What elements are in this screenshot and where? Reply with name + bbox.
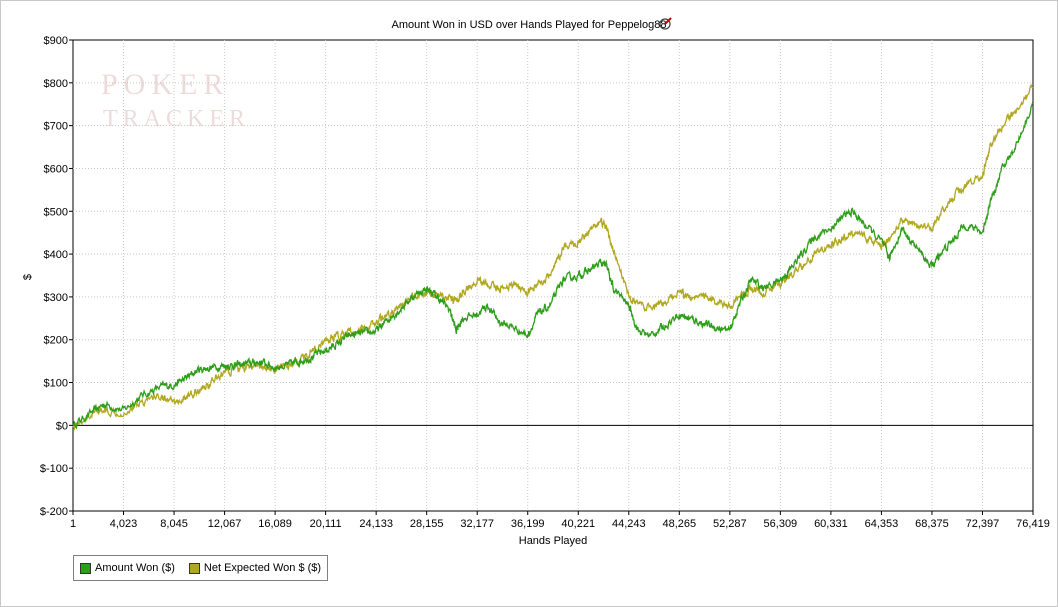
y-tick-label: $700	[44, 121, 68, 133]
x-tick-label: 72,397	[966, 518, 1000, 530]
plot-area	[72, 39, 1034, 512]
y-tick-label: $200	[44, 335, 68, 347]
x-tick-label: 68,375	[915, 518, 949, 530]
chart-title: Amount Won in USD over Hands Played for …	[392, 19, 667, 31]
y-axis-title: $	[22, 274, 34, 280]
x-axis-title: Hands Played	[519, 535, 588, 547]
y-tick-label: $100	[44, 378, 68, 390]
x-tick-label: 32,177	[460, 518, 494, 530]
export-icon-ring	[659, 18, 671, 30]
x-tick-label: 52,287	[713, 518, 747, 530]
x-tick-label: 28,155	[410, 518, 444, 530]
x-tick-label: 8,045	[160, 518, 188, 530]
x-tick-label: 60,331	[814, 518, 848, 530]
x-tick-label: 4,023	[110, 518, 138, 530]
y-tick-label: $0	[56, 420, 68, 432]
pokertracker-logo: POKER TRACKER	[101, 68, 250, 132]
legend-item-amount-won: Amount Won ($)	[80, 562, 175, 574]
x-tick-label: 56,309	[764, 518, 798, 530]
legend-swatch-amount-won	[80, 562, 91, 574]
y-tick-label: $600	[44, 163, 68, 175]
x-tick-label: 1	[70, 518, 76, 530]
x-tick-label: 20,111	[310, 518, 342, 530]
y-tick-label: $500	[44, 206, 68, 218]
series-line-net-expected	[72, 83, 1034, 431]
y-tick-label: $800	[44, 78, 68, 90]
logo-line-2: TRACKER	[103, 106, 250, 132]
x-tick-label: 24,133	[359, 518, 393, 530]
x-tick-label: 16,089	[258, 518, 292, 530]
y-tick-label: $400	[44, 249, 68, 261]
legend-item-net-expected: Net Expected Won $ ($)	[188, 562, 322, 574]
export-icon-arrow	[664, 17, 672, 25]
y-tick-label: $300	[44, 292, 68, 304]
export-icon[interactable]	[659, 17, 672, 30]
x-tick-label: 48,265	[662, 518, 696, 530]
y-tick-label: $900	[44, 35, 68, 47]
grid	[73, 40, 1033, 511]
series-line-amount-won	[72, 102, 1034, 430]
legend-label-amount-won: Amount Won ($)	[95, 562, 175, 574]
y-tick-label: $-100	[40, 463, 68, 475]
x-tick-label: 76,419	[1016, 518, 1050, 530]
y-tick-label: $-200	[40, 506, 68, 518]
x-tick-label: 12,067	[208, 518, 242, 530]
legend-label-net-expected: Net Expected Won $ ($)	[203, 562, 322, 574]
x-tick-label: 36,199	[511, 518, 545, 530]
logo-line-1: POKER	[101, 68, 229, 101]
tick-labels: 1 4,023 8,045 12,067 16,089 20,111 24,133 28,15…	[40, 35, 1050, 530]
legend-swatch-net-expected	[188, 562, 200, 574]
x-tick-label: 44,243	[612, 518, 646, 530]
legend: Amount Won ($) Net Expected Won $ ($)	[73, 555, 329, 581]
series-layer	[72, 83, 1034, 431]
x-tick-label: 64,353	[865, 518, 899, 530]
x-tick-label: 40,221	[561, 518, 595, 530]
